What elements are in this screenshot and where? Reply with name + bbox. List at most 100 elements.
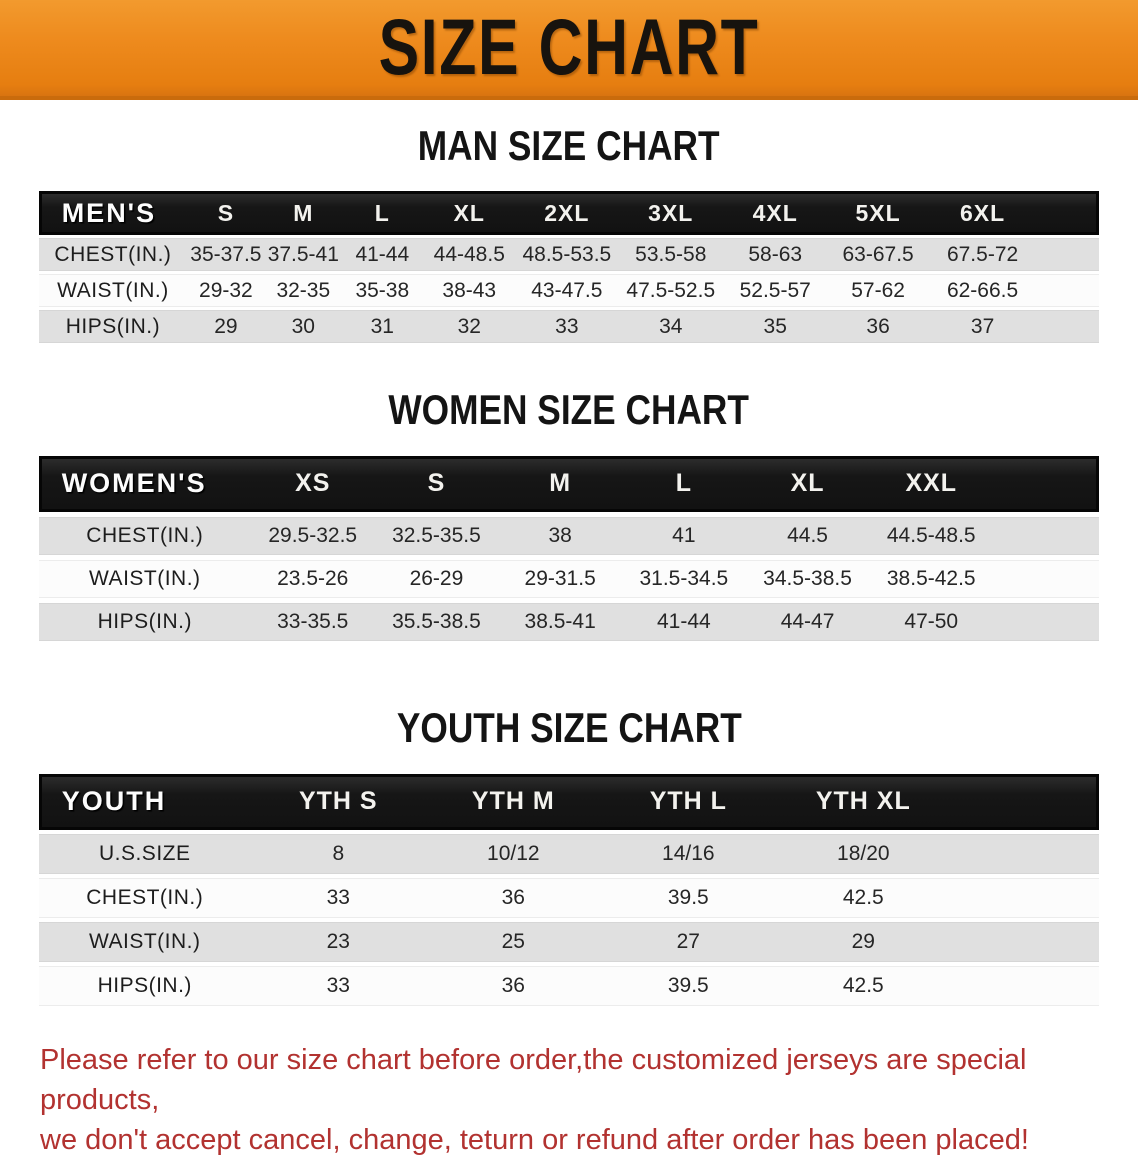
size-column-header: M [264,191,343,236]
measurement-row-label: WAIST(IN.) [38,921,251,962]
size-column-header: XL [745,455,870,512]
men-size-section: MAN SIZE CHART MEN'S S M L XL 2XL 3XL 4XL 5XL 6XL… [0,122,1138,346]
spacer-cell [993,559,1100,598]
measurement-value: 44.5 [745,516,870,555]
measurement-row-label: CHEST(IN.) [38,238,188,272]
size-column-header: YTH S [250,773,426,830]
measurement-value: 32.5-35.5 [374,516,499,555]
measurement-value: 35.5-38.5 [374,602,499,641]
youth-size-table: YOUTH YTH S YTH M YTH L YTH XL U.S.SIZE 8 10/12… [38,770,1100,1010]
size-column-header: XXL [869,455,994,512]
measurement-row: CHEST(IN.) 29.5-32.5 32.5-35.5 38 41 44.5 44.5… [38,516,1100,555]
spacer-cell [950,921,1100,962]
measurement-value: 39.5 [600,965,776,1006]
banner-title: SIZE CHART [331,8,807,87]
spacer-cell [993,455,1100,512]
measurement-row-label: CHEST(IN.) [38,516,251,555]
measurement-row-label: WAIST(IN.) [38,274,188,308]
measurement-row-label: HIPS(IN.) [38,965,251,1006]
measurement-value: 42.5 [775,877,951,918]
measurement-value: 38.5-42.5 [869,559,994,598]
measurement-value: 23.5-26 [250,559,375,598]
order-disclaimer: Please refer to our size chart before or… [40,1040,1108,1160]
measurement-value: 34.5-38.5 [745,559,870,598]
measurement-row-label: HIPS(IN.) [38,310,188,344]
size-column-header: 3XL [617,191,724,236]
spacer-cell [993,602,1100,641]
measurement-row-label: U.S.SIZE [38,833,251,874]
measurement-value: 41-44 [342,238,423,272]
spacer-cell [950,877,1100,918]
measurement-value: 31.5-34.5 [622,559,746,598]
size-column-header: 5XL [826,191,930,236]
measurement-value: 30 [264,310,343,344]
men-section-heading-text: MAN SIZE CHART [418,122,720,169]
measurement-row: HIPS(IN.) 29 30 31 32 33 34 35 36 37 [38,310,1100,344]
size-column-header: XS [250,455,375,512]
measurement-value: 44.5-48.5 [869,516,994,555]
spacer-cell [1035,238,1100,272]
men-section-heading: MAN SIZE CHART [0,122,1138,170]
measurement-row: HIPS(IN.) 33-35.5 35.5-38.5 38.5-41 41-44 44-… [38,602,1100,641]
measurement-value: 14/16 [600,833,776,874]
measurement-value: 38 [498,516,622,555]
size-chart-banner: SIZE CHART [0,0,1138,100]
measurement-value: 29-32 [187,274,265,308]
measurement-value: 35-38 [342,274,423,308]
measurement-value: 52.5-57 [723,274,827,308]
size-column-header: L [342,191,423,236]
measurement-value: 36 [425,965,601,1006]
measurement-value: 27 [600,921,776,962]
measurement-value: 41 [622,516,746,555]
measurement-row: CHEST(IN.) 35-37.5 37.5-41 41-44 44-48.5 48.5… [38,238,1100,272]
measurement-row: WAIST(IN.) 23 25 27 29 [38,921,1100,962]
spacer-cell [1035,274,1100,308]
men-size-table: MEN'S S M L XL 2XL 3XL 4XL 5XL 6XL CHEST(IN.) 35-37… [38,188,1100,346]
women-size-table: WOMEN'S XS S M L XL XXL CHEST(IN.) 29.5-32.5 32.5… [38,451,1100,646]
disclaimer-line-2: we don't accept cancel, change, teturn o… [40,1123,1029,1156]
measurement-value: 43-47.5 [515,274,618,308]
measurement-row: WAIST(IN.) 23.5-26 26-29 29-31.5 31.5-34.5 34… [38,559,1100,598]
size-column-header: S [187,191,265,236]
measurement-value: 47.5-52.5 [617,274,724,308]
measurement-value: 18/20 [775,833,951,874]
measurement-value: 37.5-41 [264,238,343,272]
measurement-value: 44-48.5 [422,238,516,272]
measurement-value: 67.5-72 [929,238,1036,272]
size-column-header: L [622,455,746,512]
youth-section-heading-text: YOUTH SIZE CHART [396,703,742,751]
measurement-value: 26-29 [374,559,499,598]
measurement-value: 58-63 [723,238,827,272]
measurement-row-label: WAIST(IN.) [38,559,251,598]
measurement-value: 62-66.5 [929,274,1036,308]
measurement-value: 8 [250,833,426,874]
women-section-heading-text: WOMEN SIZE CHART [388,386,750,434]
size-column-header: YTH L [600,773,776,830]
measurement-value: 33 [250,965,426,1006]
women-section-heading: WOMEN SIZE CHART [0,386,1138,434]
size-column-header: XL [422,191,516,236]
spacer-cell [993,516,1100,555]
measurement-row-label: HIPS(IN.) [38,602,251,641]
women-size-section: WOMEN SIZE CHART WOMEN'S XS S M L XL XXL CHEST(… [0,386,1138,645]
youth-size-section: YOUTH SIZE CHART YOUTH YTH S YTH M YTH L YTH… [0,704,1138,1010]
size-header-row: YOUTH YTH S YTH M YTH L YTH XL [38,773,1100,830]
measurement-value: 33 [250,877,426,918]
measurement-value: 29-31.5 [498,559,622,598]
size-header-row: WOMEN'S XS S M L XL XXL [38,455,1100,512]
spacer-cell [950,833,1100,874]
spacer-cell [1035,191,1100,236]
table-title-cell: YOUTH [38,773,251,830]
measurement-row: CHEST(IN.) 33 36 39.5 42.5 [38,877,1100,918]
size-column-header: S [374,455,499,512]
measurement-value: 34 [617,310,724,344]
size-column-header: 2XL [515,191,618,236]
measurement-value: 33-35.5 [250,602,375,641]
measurement-value: 36 [425,877,601,918]
measurement-value: 29 [775,921,951,962]
measurement-value: 53.5-58 [617,238,724,272]
measurement-value: 63-67.5 [826,238,930,272]
measurement-value: 10/12 [425,833,601,874]
measurement-value: 44-47 [745,602,870,641]
spacer-cell [950,773,1100,830]
